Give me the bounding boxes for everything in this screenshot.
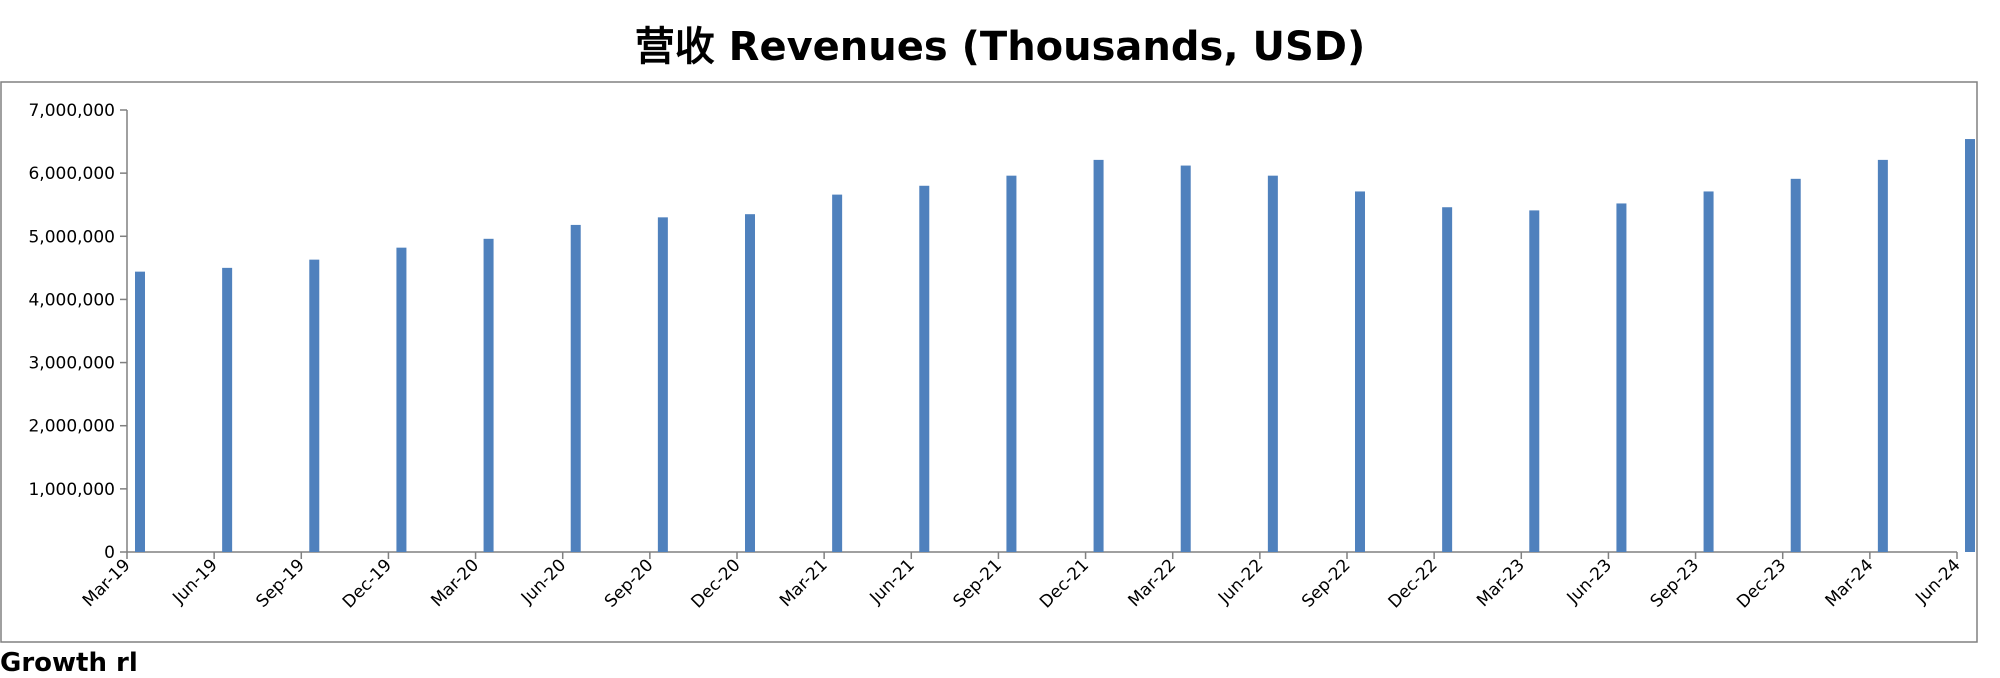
- bar: [1790, 178, 1801, 552]
- x-tick-label: Jun-23: [1563, 555, 1616, 608]
- x-tick-label: Mar-19: [79, 555, 135, 611]
- y-tick-label: 1,000,000: [28, 480, 115, 500]
- x-tick-label: Mar-20: [427, 555, 483, 611]
- y-tick-label: 4,000,000: [28, 290, 115, 310]
- bar: [309, 259, 320, 552]
- x-tick-label: Dec-19: [339, 555, 396, 612]
- bar: [919, 185, 930, 552]
- x-tick-label: Jun-22: [1214, 555, 1267, 608]
- x-axis: Mar-19 Jun-19 Sep-19 Dec-19 Mar-20 Jun-20 Sep-…: [79, 551, 1965, 612]
- x-tick-label: Sep-23: [1647, 555, 1703, 611]
- x-tick-label: Mar-24: [1822, 555, 1878, 611]
- x-tick-label: Dec-21: [1036, 555, 1093, 612]
- bar: [222, 267, 233, 552]
- x-tick-label: Sep-19: [252, 555, 308, 611]
- bar: [1355, 191, 1365, 552]
- bar: [1877, 159, 1888, 552]
- bar: [1703, 191, 1714, 552]
- chart-title: 营收 Revenues (Thousands, USD): [634, 24, 1366, 70]
- bar: [570, 224, 581, 553]
- x-tick-label: Jun-24: [1911, 555, 1964, 608]
- bar: [1006, 175, 1017, 552]
- bar: [1529, 210, 1540, 552]
- footer-text: Growth rl: [0, 648, 138, 678]
- bar: [832, 194, 843, 552]
- x-tick-label: Sep-22: [1298, 555, 1354, 611]
- x-tick-label: Mar-22: [1125, 555, 1181, 611]
- y-tick-label: 5,000,000: [28, 227, 115, 247]
- y-tick-label: 2,000,000: [28, 417, 115, 437]
- x-tick-label: Jun-19: [168, 555, 221, 608]
- bar: [1267, 175, 1278, 552]
- plot-area-frame: [0, 81, 1978, 643]
- bar: [483, 238, 494, 552]
- x-tick-label: Mar-23: [1473, 555, 1529, 611]
- bar: [1442, 207, 1453, 553]
- y-tick-label: 6,000,000: [28, 164, 115, 184]
- bar: [1965, 139, 1975, 552]
- bar: [1180, 165, 1191, 552]
- x-tick-label: Jun-21: [866, 555, 919, 608]
- x-tick-label: Dec-23: [1733, 555, 1790, 612]
- bar: [745, 214, 755, 552]
- y-tick-label: 7,000,000: [28, 101, 115, 121]
- x-tick-label: Dec-20: [687, 555, 744, 612]
- x-tick-label: Sep-20: [601, 555, 657, 611]
- bar: [135, 271, 145, 552]
- y-tick-label: 0: [104, 543, 115, 563]
- x-tick-label: Jun-20: [517, 555, 570, 608]
- bar: [657, 217, 668, 553]
- x-tick-label: Sep-21: [950, 555, 1006, 611]
- bar: [1616, 203, 1627, 553]
- bar-series: [135, 139, 1975, 553]
- bar: [1093, 159, 1104, 552]
- bar: [396, 247, 407, 552]
- y-axis: 0 1,000,000 2,000,000 3,000,000 4,000,000 5,0…: [28, 101, 128, 563]
- x-tick-label: Mar-21: [776, 555, 832, 611]
- x-tick-label: Dec-22: [1385, 555, 1442, 612]
- y-tick-label: 3,000,000: [28, 354, 115, 374]
